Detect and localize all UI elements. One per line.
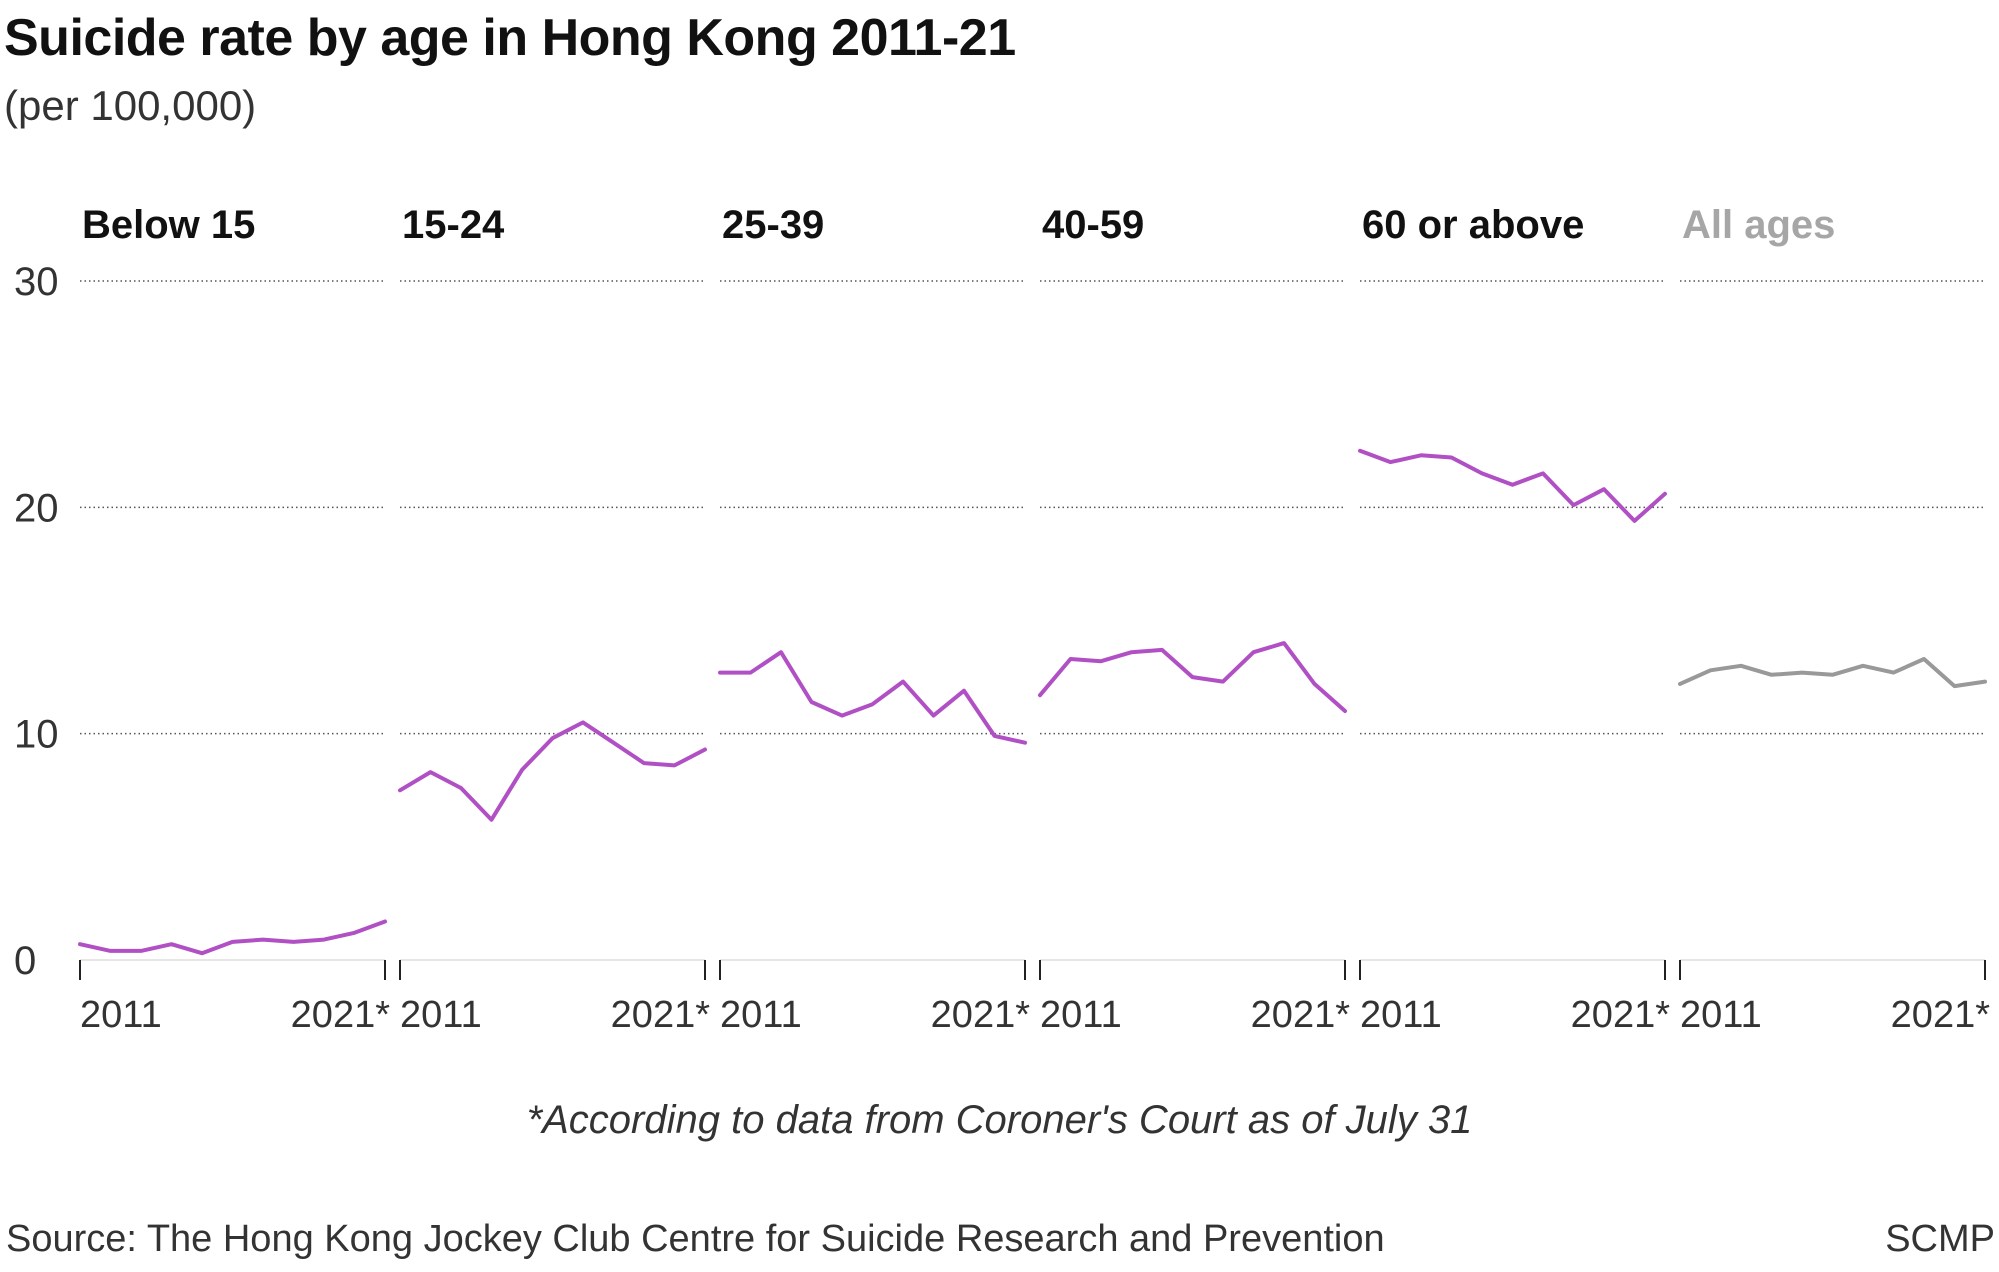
panel-title: 25-39: [722, 203, 824, 247]
series-line-60-or-above: [1358, 448, 1667, 523]
x-tick-label: 2011: [400, 994, 482, 1036]
series-line-15-24: [398, 720, 707, 822]
x-tick-label: 2021*: [611, 994, 711, 1036]
panel-title: Below 15: [82, 203, 255, 247]
x-tick-label: 2011: [1680, 994, 1762, 1036]
x-tick-label: 2021*: [291, 994, 391, 1036]
panel-title: 40-59: [1042, 203, 1144, 247]
panel-title: 60 or above: [1362, 203, 1584, 247]
panel-title: 15-24: [402, 203, 505, 247]
series-line-25-39: [718, 650, 1027, 745]
x-tick-label: 2011: [720, 994, 802, 1036]
y-tick-label: 10: [14, 713, 59, 757]
footnote: *According to data from Coroner's Court …: [526, 1098, 1473, 1142]
x-tick-label: 2021*: [1251, 994, 1351, 1036]
series-line-all-ages: [1678, 657, 1987, 689]
x-tick-label: 2021*: [1571, 994, 1671, 1036]
y-tick-label: 20: [14, 486, 59, 530]
x-tick-label: 2011: [1040, 994, 1122, 1036]
source-line: Source: The Hong Kong Jockey Club Centre…: [6, 1218, 1385, 1260]
publisher-credit: SCMP: [1885, 1218, 1995, 1260]
chart-subtitle: (per 100,000): [4, 82, 257, 129]
series-line-40-59: [1038, 641, 1347, 713]
x-tick-label: 2011: [1360, 994, 1442, 1036]
panel-title: All ages: [1682, 203, 1835, 247]
x-tick-label: 2011: [80, 994, 162, 1036]
x-tick-label: 2021*: [931, 994, 1031, 1036]
chart-title: Suicide rate by age in Hong Kong 2011-21: [4, 9, 1016, 67]
x-tick-label: 2021*: [1891, 994, 1991, 1036]
y-tick-label: 0: [14, 939, 36, 983]
series-line-below-15: [78, 919, 387, 956]
y-tick-label: 30: [14, 260, 59, 304]
